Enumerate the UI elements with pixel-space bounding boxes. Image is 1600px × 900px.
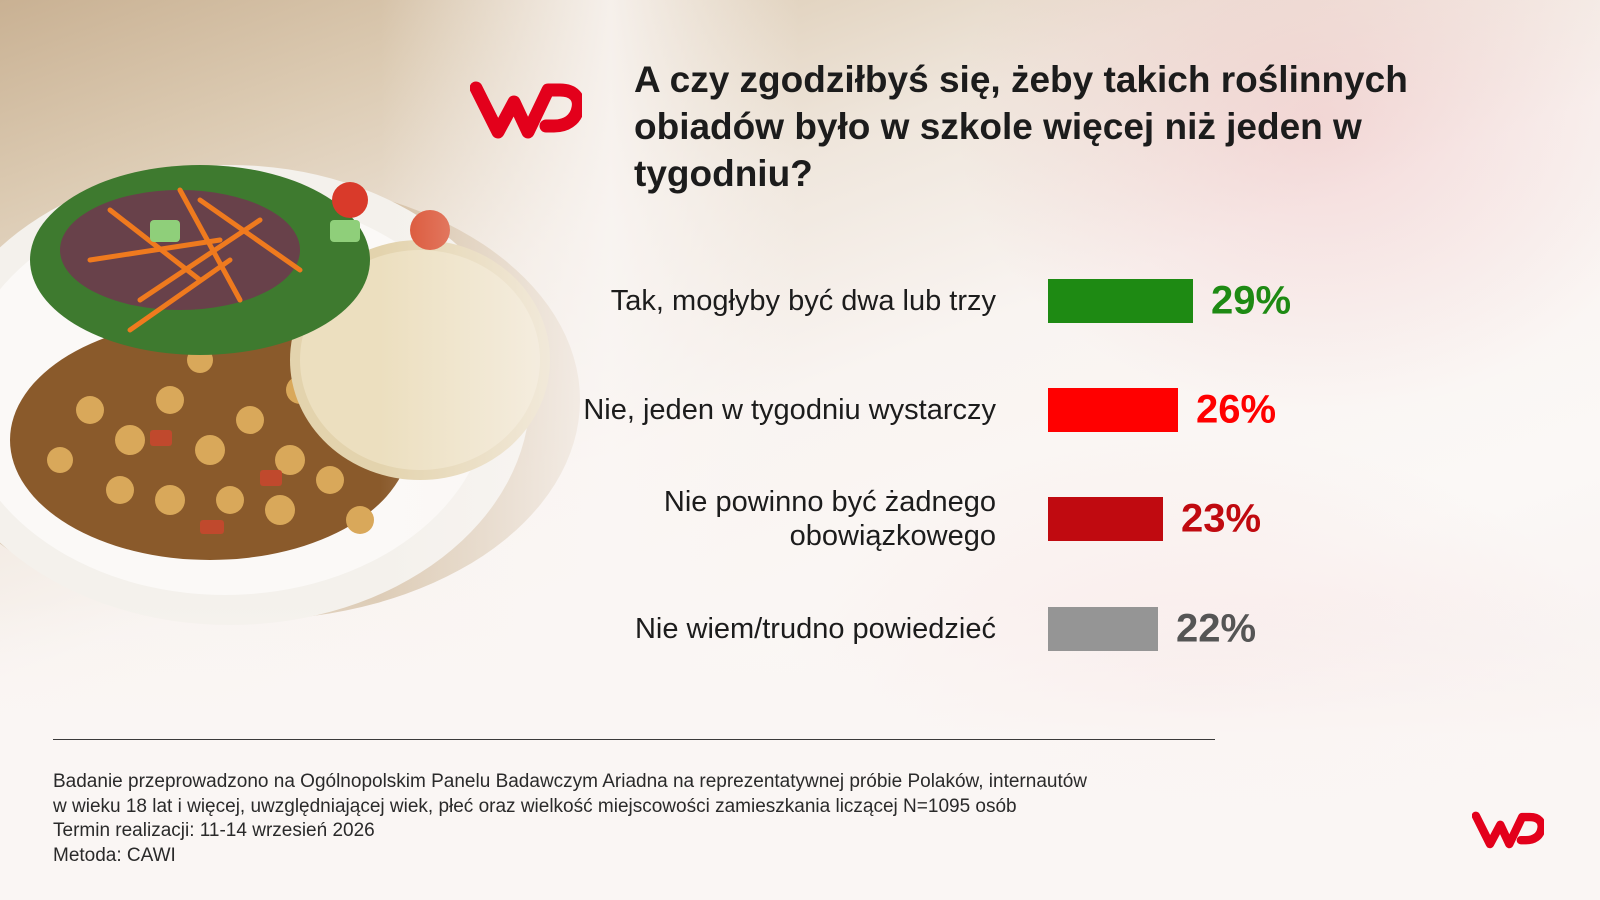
methodology-footnote: Badanie przeprowadzono na Ogólnopolskim … xyxy=(53,770,1253,868)
chart-row: Tak, mogłyby być dwa lub trzy 29% xyxy=(0,273,1600,329)
background-bottom-fade xyxy=(0,600,1600,900)
bar xyxy=(1048,607,1158,651)
chart-title: A czy zgodziłbyś się, żeby takich roślin… xyxy=(634,59,1408,194)
chart-row: Nie powinno być żadnego obowiązkowego 23% xyxy=(0,486,1600,552)
footnote-divider xyxy=(53,739,1215,740)
footnote-line: Termin realizacji: 11-14 wrzesień 2026 xyxy=(53,820,375,841)
wp-logo xyxy=(470,81,582,139)
chart-row: Nie, jeden w tygodniu wystarczy 26% xyxy=(0,382,1600,438)
footnote-line: Metoda: CAWI xyxy=(53,844,176,866)
wp-logo-small xyxy=(1472,811,1544,849)
category-label: Nie powinno być żadnego obowiązkowego xyxy=(663,486,996,552)
bar xyxy=(1048,388,1178,432)
chart-row: Nie wiem/trudno powiedzieć 22% xyxy=(0,601,1600,657)
bar xyxy=(1048,497,1163,541)
category-label: Nie, jeden w tygodniu wystarczy xyxy=(583,394,996,426)
footnote-line: Badanie przeprowadzono na Ogólnopolskim … xyxy=(53,771,1088,792)
category-label: Nie wiem/trudno powiedzieć xyxy=(634,613,996,645)
footnote-line: w wieku 18 lat i więcej, uwzględniającej… xyxy=(53,795,1017,817)
value-label: 22% xyxy=(1176,606,1257,651)
value-label: 23% xyxy=(1181,496,1262,541)
value-label: 29% xyxy=(1211,278,1292,323)
value-label: 26% xyxy=(1196,387,1277,432)
bar xyxy=(1048,279,1193,323)
category-label: Tak, mogłyby być dwa lub trzy xyxy=(610,285,996,317)
